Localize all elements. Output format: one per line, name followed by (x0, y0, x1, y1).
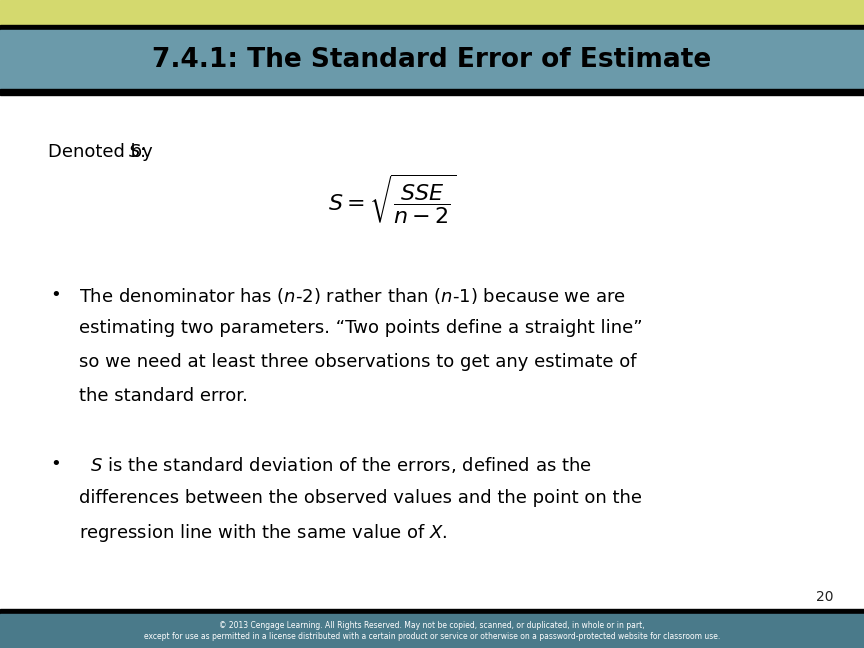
Text: the standard error.: the standard error. (79, 387, 248, 405)
Bar (0, 614, 864, 648)
Bar (0, 89, 864, 95)
Text: •: • (50, 286, 60, 304)
Text: $\mathit{S}$ is the standard deviation of the errors, defined as the: $\mathit{S}$ is the standard deviation o… (79, 455, 593, 475)
Bar (0, 0, 864, 25)
Text: The denominator has $\mathit{(n}$-$\mathit{2)}$ rather than $\mathit{(n}$-$\math: The denominator has $\mathit{(n}$-$\math… (79, 286, 626, 306)
Text: differences between the observed values and the point on the: differences between the observed values … (79, 489, 643, 507)
Text: 7.4.1: The Standard Error of Estimate: 7.4.1: The Standard Error of Estimate (152, 47, 712, 73)
Bar (0, 25, 864, 30)
Text: $S = \sqrt{\dfrac{SSE}{n-2}}$: $S = \sqrt{\dfrac{SSE}{n-2}}$ (328, 172, 456, 226)
Bar (0, 30, 864, 89)
Text: 20: 20 (816, 590, 834, 604)
Text: $S$:: $S$: (128, 143, 145, 161)
Text: regression line with the same value of $\mathit{X}$.: regression line with the same value of $… (79, 522, 448, 544)
Text: Denoted by: Denoted by (48, 143, 158, 161)
Text: © 2013 Cengage Learning. All Rights Reserved. May not be copied, scanned, or dup: © 2013 Cengage Learning. All Rights Rese… (219, 621, 645, 631)
Text: so we need at least three observations to get any estimate of: so we need at least three observations t… (79, 353, 637, 371)
Text: estimating two parameters. “Two points define a straight line”: estimating two parameters. “Two points d… (79, 319, 643, 338)
Text: except for use as permitted in a license distributed with a certain product or s: except for use as permitted in a license… (144, 632, 720, 641)
Bar (0, 609, 864, 614)
Text: •: • (50, 455, 60, 473)
